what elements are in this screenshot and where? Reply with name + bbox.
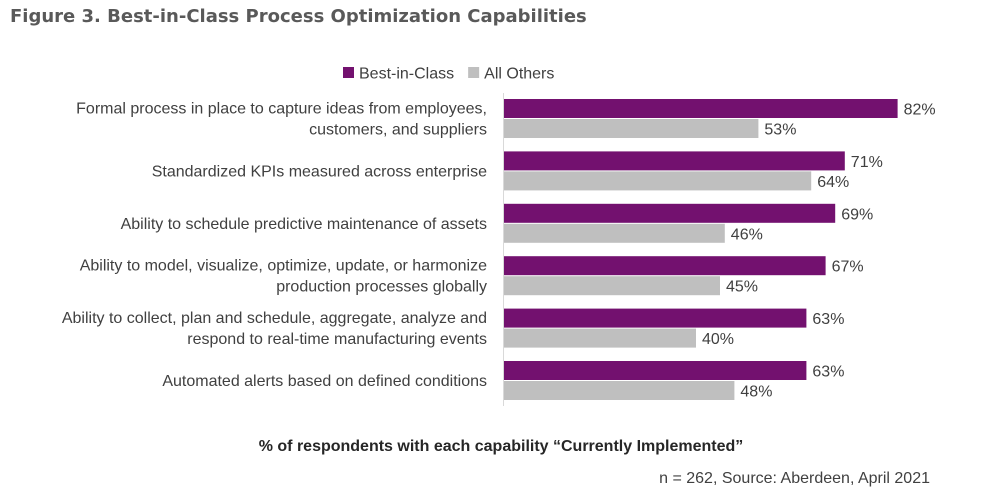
value-label-1-0: 53% [764, 122, 796, 139]
category-label-3: Ability to model, visualize, optimize, u… [80, 258, 487, 296]
bar-0-3 [504, 256, 826, 276]
legend-label-0: Best-in-Class [359, 66, 454, 83]
bar-1-1 [504, 171, 812, 191]
bar-1-0 [504, 119, 759, 138]
bar-0-2 [504, 203, 836, 223]
x-axis-caption: % of respondents with each capability “C… [258, 438, 744, 455]
legend-swatch-0 [343, 67, 354, 78]
bar-0-0 [504, 99, 898, 118]
value-label-0-2: 69% [841, 206, 873, 223]
bar-1-4 [504, 328, 696, 348]
value-label-1-2: 46% [731, 226, 763, 243]
chart-title: Figure 3. Best-in-Class Process Optimiza… [10, 6, 587, 27]
value-label-1-1: 64% [817, 174, 849, 191]
bar-1-2 [504, 223, 725, 243]
source-note: n = 262, Source: Aberdeen, April 2021 [659, 470, 930, 487]
bar-chart: Best-in-Class All Others 82% 53% 71%64% 69% 4… [62, 66, 936, 406]
category-label-1: Standardized KPIs measured across enterp… [152, 163, 487, 180]
value-label-0-5: 63% [812, 364, 844, 381]
bar-0-5 [504, 361, 807, 380]
legend-label-1: All Others [484, 66, 554, 83]
category-label-2: Ability to schedule predictive maintenan… [121, 216, 487, 233]
legend-swatch-1 [468, 67, 480, 78]
bar-0-4 [504, 308, 807, 328]
chart-bars: 82% 53% 71%64% 69% 46% 67% 45% 63% 40% 63% 48% [504, 99, 936, 401]
bar-1-3 [504, 276, 720, 296]
value-label-0-1: 71% [851, 154, 883, 171]
value-label-1-5: 48% [740, 384, 772, 401]
bar-1-5 [504, 381, 735, 400]
value-label-0-0: 82% [904, 102, 936, 119]
value-label-1-4: 40% [702, 331, 734, 348]
category-label-4: Ability to collect, plan and schedule, a… [62, 310, 487, 348]
value-label-0-4: 63% [812, 311, 844, 328]
category-labels: Formal process in place to capture ideas… [62, 101, 487, 391]
bar-0-1 [504, 151, 845, 171]
value-label-0-3: 67% [832, 259, 864, 276]
category-label-5: Automated alerts based on defined condit… [162, 373, 487, 390]
category-label-0: Formal process in place to capture ideas… [76, 101, 487, 139]
chart-legend: Best-in-Class All Others [343, 66, 554, 83]
value-label-1-3: 45% [726, 279, 758, 296]
